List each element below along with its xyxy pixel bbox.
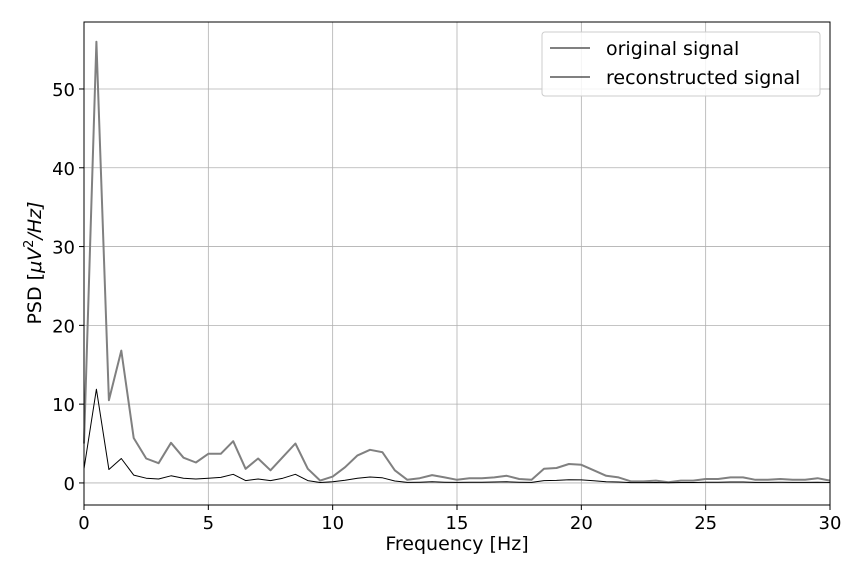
x-tick-label: 0 [78, 513, 89, 534]
y-tick-label: 0 [64, 474, 75, 495]
series-lines [83, 40, 831, 484]
axis-ticks: 0 5 10 15 20 25 30 0 10 20 30 40 50 [52, 80, 841, 534]
series-line-original [83, 40, 831, 484]
legend-box [541, 31, 821, 97]
x-axis-label: Frequency [Hz] [385, 533, 528, 555]
x-tick-label: 15 [446, 513, 469, 534]
x-tick-label: 20 [570, 513, 593, 534]
x-tick-label: 10 [321, 513, 344, 534]
legend-label-reconstructed: reconstructed signal [606, 67, 800, 89]
y-tick-label: 30 [52, 238, 75, 259]
y-tick-label: 20 [52, 316, 75, 337]
x-tick-label: 5 [203, 513, 214, 534]
y-axis-label: PSD [μV2/Hz] [22, 201, 46, 324]
y-tick-label: 10 [52, 395, 75, 416]
x-tick-label: 25 [694, 513, 717, 534]
x-tick-label: 30 [819, 513, 842, 534]
y-tick-label: 50 [52, 80, 75, 101]
series-line-reconstructed [83, 388, 831, 484]
legend: original signal reconstructed signal [541, 31, 821, 97]
y-tick-label: 40 [52, 159, 75, 180]
legend-label-original: original signal [606, 38, 739, 60]
